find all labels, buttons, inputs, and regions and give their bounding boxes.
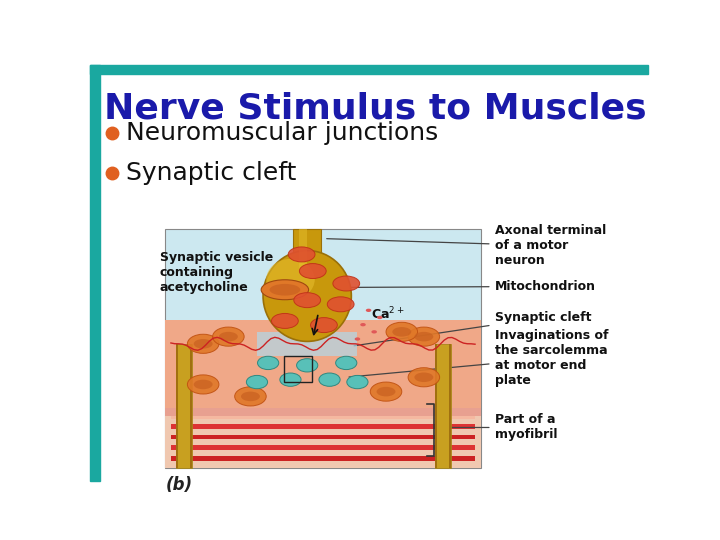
- Bar: [166, 320, 481, 408]
- Bar: [176, 344, 192, 468]
- Bar: [190, 344, 192, 468]
- Text: Mitochondrion: Mitochondrion: [299, 280, 595, 293]
- Ellipse shape: [408, 368, 440, 387]
- Ellipse shape: [333, 276, 360, 291]
- Bar: [284, 356, 312, 382]
- Ellipse shape: [415, 332, 433, 341]
- Bar: [171, 424, 475, 429]
- Ellipse shape: [386, 322, 418, 341]
- Ellipse shape: [355, 338, 360, 341]
- Bar: [166, 229, 481, 468]
- Ellipse shape: [187, 334, 219, 353]
- Ellipse shape: [408, 327, 440, 346]
- Text: Synaptic vesicle
containing
acetycholine: Synaptic vesicle containing acetycholine: [160, 251, 273, 300]
- Ellipse shape: [288, 247, 315, 262]
- Ellipse shape: [280, 373, 301, 386]
- Bar: [435, 344, 451, 468]
- Bar: [166, 408, 481, 415]
- Ellipse shape: [366, 309, 372, 312]
- Text: Synaptic cleft: Synaptic cleft: [354, 311, 591, 346]
- Ellipse shape: [336, 356, 357, 369]
- Bar: [293, 229, 321, 272]
- Bar: [171, 456, 475, 461]
- Ellipse shape: [266, 259, 315, 300]
- Text: Axonal terminal
of a motor
neuron: Axonal terminal of a motor neuron: [327, 224, 606, 267]
- Ellipse shape: [294, 293, 320, 308]
- Ellipse shape: [219, 332, 238, 341]
- Text: (b): (b): [166, 476, 192, 494]
- Ellipse shape: [392, 327, 411, 336]
- Ellipse shape: [261, 280, 309, 300]
- Text: Neuromuscular junctions: Neuromuscular junctions: [126, 122, 438, 145]
- Bar: [258, 332, 357, 356]
- Bar: [171, 446, 475, 450]
- Ellipse shape: [297, 359, 318, 372]
- Text: Nerve Stimulus to Muscles: Nerve Stimulus to Muscles: [104, 92, 647, 126]
- Bar: [299, 229, 307, 272]
- Ellipse shape: [310, 318, 338, 333]
- Ellipse shape: [415, 373, 433, 382]
- Ellipse shape: [372, 330, 377, 334]
- Bar: [449, 344, 451, 468]
- Ellipse shape: [319, 373, 340, 386]
- Bar: [166, 408, 481, 468]
- Ellipse shape: [269, 284, 300, 295]
- Text: Part of a
myofibril: Part of a myofibril: [436, 414, 557, 442]
- Bar: [435, 344, 436, 468]
- Bar: [176, 344, 178, 468]
- Ellipse shape: [347, 375, 368, 389]
- Ellipse shape: [300, 264, 326, 279]
- Bar: [90, 65, 648, 74]
- Ellipse shape: [377, 387, 395, 396]
- Ellipse shape: [370, 382, 402, 401]
- Ellipse shape: [328, 297, 354, 312]
- Ellipse shape: [235, 387, 266, 406]
- Ellipse shape: [263, 251, 351, 341]
- Text: Invaginations of
the sarcolemma
at motor end
plate: Invaginations of the sarcolemma at motor…: [349, 329, 608, 387]
- Ellipse shape: [194, 380, 212, 389]
- Ellipse shape: [271, 313, 298, 328]
- Text: Ca$^{2+}$: Ca$^{2+}$: [372, 306, 405, 322]
- Ellipse shape: [377, 316, 382, 319]
- Ellipse shape: [212, 327, 244, 346]
- Text: Synaptic cleft: Synaptic cleft: [126, 161, 297, 185]
- Ellipse shape: [360, 323, 366, 326]
- Ellipse shape: [241, 392, 260, 401]
- Bar: [171, 435, 475, 440]
- Bar: [90, 65, 100, 481]
- Ellipse shape: [187, 375, 219, 394]
- Ellipse shape: [246, 375, 268, 389]
- Bar: [171, 415, 475, 419]
- Ellipse shape: [258, 356, 279, 369]
- Ellipse shape: [194, 339, 212, 349]
